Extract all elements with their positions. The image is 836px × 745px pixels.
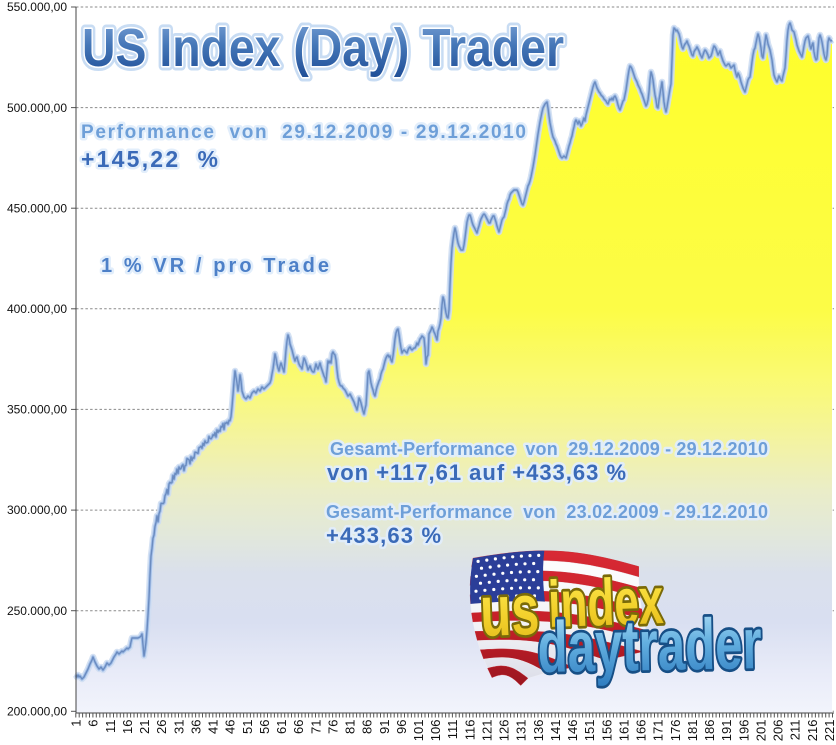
svg-text:+433,63 %: +433,63 % [326, 523, 441, 548]
svg-text:156: 156 [599, 720, 614, 742]
svg-text:201: 201 [753, 720, 768, 742]
svg-text:Gesamt-Performance von 29.12: Gesamt-Performance von 29.12.2009 - 29.1… [330, 439, 768, 459]
svg-text:221: 221 [822, 720, 836, 742]
svg-text:US Index (Day) Trader: US Index (Day) Trader [82, 18, 564, 78]
svg-text:61: 61 [274, 720, 289, 734]
svg-text:131: 131 [514, 720, 529, 742]
svg-text:index: index [547, 563, 665, 641]
svg-text:index: index [547, 563, 665, 641]
svg-text:daytrader: daytrader [537, 604, 762, 688]
svg-text:46: 46 [223, 720, 238, 734]
svg-text:196: 196 [736, 720, 751, 742]
svg-text:500.000,00: 500.000,00 [7, 101, 67, 115]
svg-text:151: 151 [582, 720, 597, 742]
svg-text:216: 216 [805, 720, 820, 742]
svg-text:176: 176 [668, 720, 683, 742]
svg-text:+433,63 %: +433,63 % [326, 523, 441, 548]
svg-text:350.000,00: 350.000,00 [7, 403, 67, 417]
svg-text:11: 11 [103, 720, 118, 734]
svg-text:31: 31 [171, 720, 186, 734]
svg-text:106: 106 [428, 720, 443, 742]
svg-text:Gesamt-Performance von 29.12: Gesamt-Performance von 29.12.2009 - 29.1… [330, 439, 768, 459]
svg-text:126: 126 [497, 720, 512, 742]
svg-text:36: 36 [188, 720, 203, 734]
svg-text:101: 101 [411, 720, 426, 742]
svg-text:111: 111 [445, 720, 460, 740]
svg-text:1: 1 [69, 720, 84, 727]
svg-text:us: us [479, 570, 541, 652]
svg-text:Gesamt-Performance von 23.02: Gesamt-Performance von 23.02.2009 - 29.1… [326, 502, 768, 522]
svg-text:96: 96 [394, 720, 409, 734]
svg-text:von +117,61 auf +433,63 %: von +117,61 auf +433,63 % [327, 460, 626, 485]
svg-text:71: 71 [308, 720, 323, 734]
svg-text:us: us [479, 570, 541, 652]
svg-text:146: 146 [565, 720, 580, 742]
svg-text:Performance von 29.12.2009 -: Performance von 29.12.2009 - 29.12.2010 [81, 122, 526, 143]
svg-text:136: 136 [531, 720, 546, 742]
svg-text:16: 16 [120, 720, 135, 734]
svg-text:26: 26 [154, 720, 169, 734]
svg-text:116: 116 [462, 720, 477, 741]
svg-text:Performance von 29.12.2009 -: Performance von 29.12.2009 - 29.12.2010 [81, 122, 526, 143]
svg-text:+145,22 %: +145,22 % [81, 146, 218, 172]
svg-text:1 % VR / pro Trade: 1 % VR / pro Trade [101, 255, 329, 277]
svg-text:21: 21 [137, 720, 152, 734]
svg-text:400.000,00: 400.000,00 [7, 302, 67, 316]
svg-text:von +117,61 auf +433,63 %: von +117,61 auf +433,63 % [327, 460, 626, 485]
svg-text:171: 171 [651, 720, 666, 742]
svg-text:51: 51 [240, 720, 255, 734]
svg-text:250.000,00: 250.000,00 [7, 604, 67, 618]
svg-text:200.000,00: 200.000,00 [7, 705, 67, 719]
svg-text:161: 161 [616, 720, 631, 742]
svg-text:US Index (Day) Trader: US Index (Day) Trader [82, 18, 564, 78]
svg-text:181: 181 [685, 720, 700, 742]
svg-text:166: 166 [634, 720, 649, 742]
svg-text:141: 141 [548, 720, 563, 742]
svg-text:91: 91 [377, 720, 392, 734]
svg-text:550.000,00: 550.000,00 [7, 0, 67, 14]
svg-text:1 % VR / pro Trade: 1 % VR / pro Trade [101, 255, 329, 277]
svg-text:+145,22 %: +145,22 % [81, 146, 218, 172]
svg-text:300.000,00: 300.000,00 [7, 503, 67, 517]
svg-text:Gesamt-Performance von 23.02: Gesamt-Performance von 23.02.2009 - 29.1… [326, 502, 768, 522]
svg-text:66: 66 [291, 720, 306, 734]
svg-text:121: 121 [480, 720, 495, 742]
svg-text:191: 191 [719, 720, 734, 742]
svg-text:450.000,00: 450.000,00 [7, 201, 67, 215]
svg-text:86: 86 [360, 720, 375, 734]
svg-text:41: 41 [206, 720, 221, 734]
svg-text:211: 211 [788, 720, 803, 741]
svg-text:56: 56 [257, 720, 272, 734]
svg-text:206: 206 [771, 720, 786, 742]
svg-text:US Index (Day) Trader: US Index (Day) Trader [82, 18, 564, 78]
svg-text:daytrader: daytrader [537, 604, 762, 688]
svg-text:6: 6 [86, 720, 101, 727]
svg-text:81: 81 [343, 720, 358, 734]
svg-text:186: 186 [702, 720, 717, 742]
svg-text:76: 76 [325, 720, 340, 734]
